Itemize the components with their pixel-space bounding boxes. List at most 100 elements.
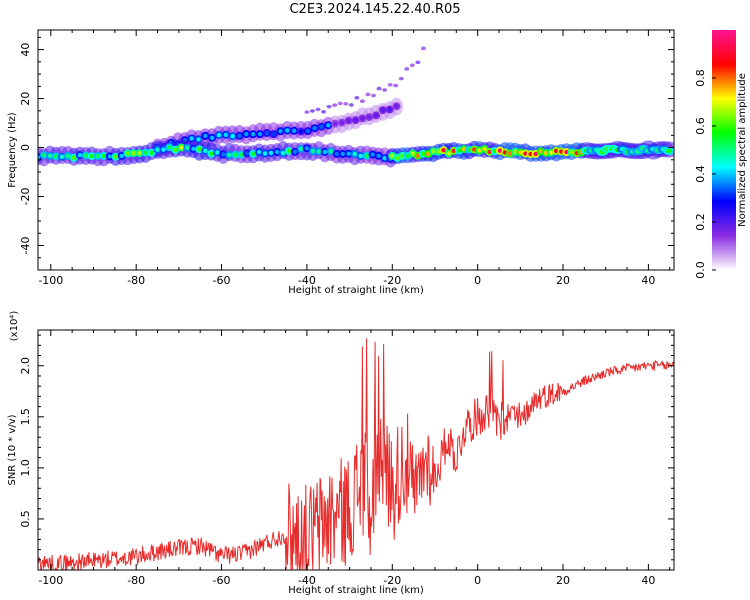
colorbar-tick-label: 0.8: [694, 69, 707, 87]
spectrogram-cell: [346, 151, 351, 156]
spectrogram-cell: [209, 151, 214, 156]
spectrogram-cell: [216, 132, 222, 138]
spectrogram-xtick-label: 20: [556, 274, 570, 287]
spectrogram-cell: [337, 101, 343, 106]
spectrogram-cell: [371, 93, 377, 98]
spectrogram-cell: [309, 109, 315, 113]
spectrogram-cell: [382, 156, 387, 161]
spectrogram-cell: [420, 151, 426, 157]
spectrogram-cell: [244, 131, 249, 137]
spectrogram-cell: [185, 145, 190, 150]
spectrogram-cell: [83, 153, 89, 158]
spectrogram-cell: [533, 151, 538, 157]
spectrogram-cell: [256, 149, 262, 155]
spectrogram-ticks: -100 -80 -60 -40 -20 0 20 40 -40 -20 0 20 40: [19, 30, 674, 287]
spectrogram-cell: [209, 135, 215, 140]
spectrogram-cell: [340, 151, 345, 157]
spectrogram-cell: [71, 155, 77, 160]
spectrogram-cell: [553, 148, 559, 154]
spectrogram-cell: [223, 132, 229, 137]
spectrogram-panel: -100 -80 -60 -40 -20 0 20 40 -40 -20 0 20 40 Height …: [7, 29, 675, 296]
spectrogram-cell: [310, 149, 316, 154]
snr-xtick-label: 40: [641, 574, 655, 587]
spectrogram-cell: [65, 153, 71, 159]
spectrogram-cell: [574, 151, 579, 156]
spectrogram-cell: [161, 147, 166, 152]
spectrogram-cell: [528, 151, 533, 157]
spectrogram-cell: [237, 133, 242, 138]
spectrogram-cell: [365, 92, 371, 97]
spectrogram-cell: [348, 103, 354, 107]
spectrogram-cell: [197, 147, 202, 152]
spectrogram-cell: [441, 147, 446, 153]
snr-xtick-label: -80: [127, 574, 145, 587]
spectrogram-cell: [137, 150, 142, 156]
spectrogram-ytick-label: 20: [19, 92, 32, 106]
spectrogram-cell: [548, 150, 554, 155]
spectrogram-cell: [274, 149, 280, 155]
spectrogram-cell: [155, 147, 160, 152]
spectrogram-xtick-label: 40: [641, 274, 655, 287]
spectrogram-cell: [395, 155, 400, 160]
spectrogram-cell: [321, 110, 327, 114]
snr-xtick-label: -20: [383, 574, 401, 587]
spectrogram-heatmap: [38, 46, 674, 168]
spectrogram-cell: [316, 149, 322, 154]
spectrogram-cell: [149, 150, 154, 155]
spectrogram-cell: [113, 154, 118, 159]
spectrogram-cell: [298, 146, 304, 151]
spectrogram-cell: [334, 151, 339, 157]
spectrogram-cell: [400, 153, 405, 159]
spectrogram-cell: [326, 104, 332, 109]
spectrogram-cell: [328, 149, 334, 154]
colorbar-tick-label: 0.4: [694, 165, 707, 183]
spectrogram-cell: [59, 154, 65, 159]
snr-ytick-label: 0.5: [19, 510, 32, 528]
spectrogram-cell: [358, 153, 363, 159]
spectrogram-cell: [387, 83, 393, 87]
spectrogram-cell: [326, 123, 331, 128]
spectrogram-cell: [227, 152, 232, 158]
spectrogram-ytick-label: -40: [19, 237, 32, 255]
spectrogram-cell: [203, 148, 208, 153]
spectrogram-cell: [319, 124, 324, 129]
spectrogram-cell: [332, 121, 338, 126]
spectrogram-cell: [47, 153, 53, 159]
spectrogram-cell: [41, 152, 47, 158]
colorbar-tick-label: 0.2: [694, 213, 707, 231]
spectrogram-cell: [53, 154, 59, 159]
spectrogram-cell: [292, 149, 298, 155]
spectrogram-cell: [436, 149, 441, 154]
spectrogram-cell: [278, 128, 283, 134]
spectrogram-cell: [472, 147, 477, 152]
spectrogram-cell: [262, 151, 268, 156]
spectrogram-cell: [507, 151, 513, 156]
colorbar-tick-label: 0.6: [694, 117, 707, 135]
spectrogram-xtick-label: -60: [213, 274, 231, 287]
spectrogram-cell: [179, 145, 184, 150]
spectrogram-cell: [244, 151, 250, 156]
spectrogram-cell: [95, 153, 100, 159]
spectrogram-cell: [119, 153, 124, 159]
spectrogram-cell: [415, 153, 421, 159]
spectrogram-cell: [322, 149, 328, 155]
spectrogram-cell: [665, 148, 673, 154]
spectrogram-cell: [250, 151, 256, 157]
chart-title: C2E3.2024.145.22.40.R05: [289, 2, 461, 17]
spectrogram-cell: [466, 147, 472, 152]
spectrogram-cell: [492, 148, 497, 154]
spectrogram-cell: [271, 131, 276, 137]
spectrogram-cell: [451, 148, 456, 153]
spectrogram-cell: [518, 150, 523, 155]
spectrogram-cell: [315, 107, 321, 112]
spectrogram-cell: [404, 67, 410, 71]
snr-xtick-label: 0: [474, 574, 481, 587]
spectrogram-cell: [250, 131, 256, 137]
spectrogram-cell: [280, 150, 286, 156]
spectrogram-xtick-label: -80: [127, 274, 145, 287]
colorbar-label: Normalized spectral amplitude: [737, 73, 748, 227]
spectrogram-cell: [538, 149, 544, 154]
snr-frame: [37, 329, 675, 571]
spectrogram-cell: [382, 88, 388, 92]
